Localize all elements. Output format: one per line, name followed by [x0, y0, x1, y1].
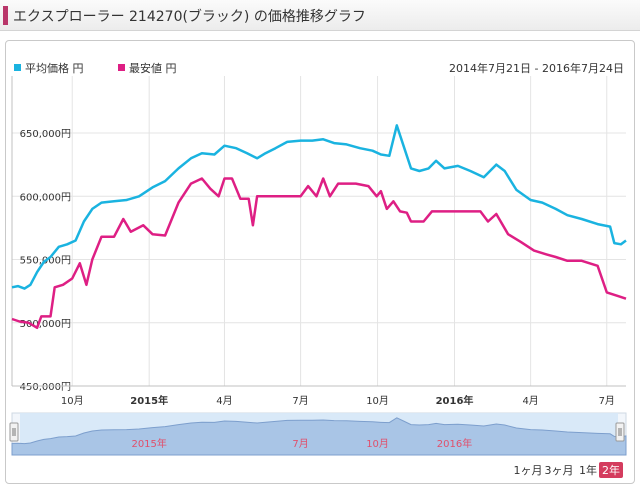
- date-range-label: 2014年7月21日 - 2016年7月24日: [449, 61, 624, 75]
- y-tick-label: 450,000円: [20, 382, 71, 393]
- x-tick-label: 7月: [599, 395, 615, 407]
- navigator-handle-right[interactable]: [615, 422, 625, 442]
- range-button[interactable]: 2年: [602, 463, 620, 477]
- x-tick-label: 4月: [522, 395, 538, 407]
- x-tick-label: 10月: [61, 395, 84, 407]
- x-tick-label: 2016年: [436, 394, 474, 407]
- navigator-handle-left[interactable]: [9, 422, 19, 442]
- navigator-label: 2015年: [131, 437, 166, 450]
- legend-label-avg[interactable]: 平均価格 円: [25, 61, 84, 75]
- range-button[interactable]: 3ヶ月: [545, 464, 574, 477]
- range-button[interactable]: 1ヶ月: [514, 464, 543, 477]
- avg-price-line: [11, 124, 627, 290]
- plot-area: [12, 76, 626, 386]
- navigator-series-area: [11, 417, 627, 456]
- title-accent-bar: [3, 6, 8, 25]
- navigator-label: 7月: [292, 438, 308, 450]
- legend-swatch-min: [118, 64, 125, 71]
- range-button[interactable]: 1年: [579, 463, 597, 477]
- navigator-label: 2016年: [437, 437, 472, 450]
- x-tick-label: 4月: [216, 395, 232, 407]
- y-tick-label: 600,000円: [20, 192, 71, 203]
- x-tick-label: 10月: [366, 395, 389, 407]
- x-tick-label: 2015年: [130, 394, 168, 407]
- x-tick-label: 7月: [292, 395, 308, 407]
- navigator-label: 10月: [366, 438, 389, 450]
- lowest-price-line: [11, 177, 627, 330]
- legend-swatch-avg: [14, 64, 21, 71]
- range-button-selected-bg[interactable]: [599, 462, 623, 478]
- page-title: エクスプローラー 214270(ブラック) の価格推移グラフ: [13, 9, 366, 25]
- y-tick-label: 650,000円: [20, 129, 71, 140]
- legend-label-min[interactable]: 最安値 円: [129, 61, 177, 75]
- y-tick-label: 500,000円: [20, 319, 71, 330]
- title-bar: エクスプローラー 214270(ブラック) の価格推移グラフ: [0, 0, 640, 31]
